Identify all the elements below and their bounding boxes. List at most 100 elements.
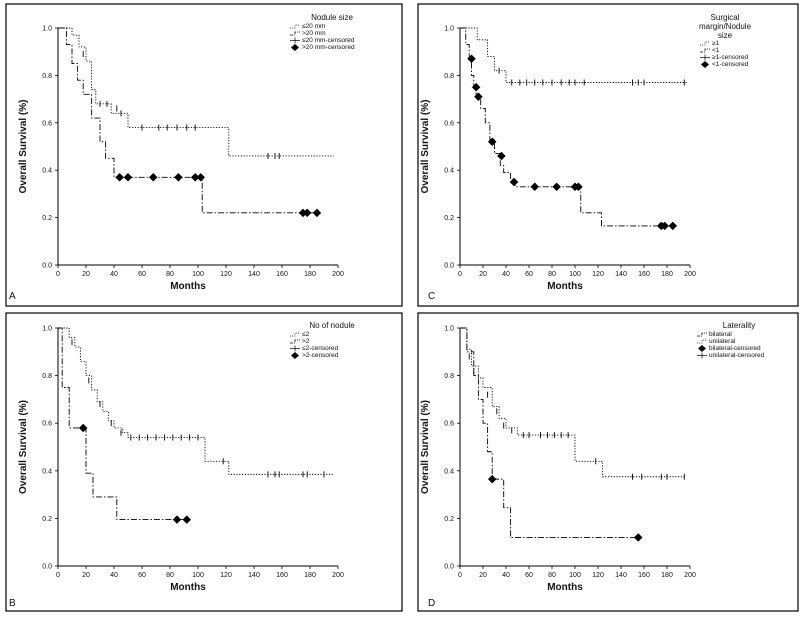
x-tick-label: 20: [479, 271, 487, 278]
x-tick-label: 160: [638, 572, 650, 579]
y-tick-label: 0.0: [42, 263, 52, 270]
x-tick-label: 60: [525, 271, 533, 278]
x-tick-label: 200: [684, 572, 696, 579]
legend-item: <1-censored: [712, 61, 749, 68]
x-tick-label: 180: [661, 572, 673, 579]
x-tick-label: 200: [684, 271, 696, 278]
y-tick-label: 1.0: [444, 26, 454, 33]
legend: Surgicalmargin/Nodulesize≥1<1≥1-censored…: [699, 13, 752, 68]
legend: Nodule size≤20 mm>20 mm≤20 mm-censored>2…: [290, 13, 355, 51]
censored-mark: [172, 515, 182, 524]
x-tick-label: 160: [276, 271, 288, 278]
legend-item: ≤2-censored: [302, 345, 338, 352]
censored-mark: [182, 515, 192, 524]
censored-mark: [660, 221, 670, 231]
legend-swatch: [291, 352, 299, 359]
panel-label: A: [9, 291, 16, 302]
chart-panel-a: 0.0 0.2 0.4 0.6 0.8 1.0 0 20 40 60 80 100 120 140 160 1…: [5, 3, 403, 307]
censored-mark: [530, 182, 540, 192]
x-tick-label: 100: [569, 271, 581, 278]
legend-swatch: [701, 61, 709, 68]
x-tick-label: 80: [166, 572, 174, 579]
censored-mark: [174, 172, 183, 182]
legend-item: ≥1: [712, 40, 720, 47]
censored-mark: [574, 182, 583, 192]
x-tick-label: 140: [615, 572, 627, 579]
legend-item: >2: [302, 338, 310, 345]
legend-title: Nodule size: [311, 13, 353, 22]
y-axis-title: Overall Survival (%): [420, 100, 431, 194]
survival-curve: [58, 327, 187, 521]
legend-title: No of nodule: [309, 321, 355, 330]
censored-mark: [668, 221, 678, 231]
x-tick-label: 60: [138, 271, 146, 278]
chart-panel-b: 0.0 0.2 0.4 0.6 0.8 1.0 0 20 40 60 80 100 120 140 160 1…: [5, 312, 403, 612]
legend-swatch: [697, 332, 707, 337]
x-tick-label: 200: [332, 572, 344, 579]
censored-mark: [471, 82, 481, 92]
series-dotted: [460, 27, 687, 86]
legend-swatch: [290, 339, 300, 344]
x-axis-title: Months: [170, 281, 206, 292]
x-tick-label: 180: [661, 271, 673, 278]
y-tick-label: 0.6: [42, 421, 52, 428]
x-tick-label: 60: [525, 572, 533, 579]
legend-title: Laterality: [723, 321, 755, 330]
legend-title-line: size: [718, 31, 733, 40]
panel-frame: [417, 3, 799, 307]
legend-item: ≤20 mm-censored: [302, 37, 355, 44]
censored-mark: [467, 54, 476, 64]
series-dotted: [58, 327, 334, 478]
legend-item: ≥1-censored: [712, 54, 748, 61]
legend-swatch: [290, 332, 300, 337]
x-axis-title: Months: [547, 281, 583, 292]
x-tick-label: 120: [220, 271, 232, 278]
legend-title-line: Surgical: [711, 13, 740, 22]
panel-label: C: [428, 291, 435, 302]
y-tick-label: 0.8: [444, 373, 454, 380]
censored-mark: [474, 92, 483, 102]
censored-mark: [78, 423, 88, 433]
y-tick-label: 0.4: [444, 468, 454, 475]
censored-mark: [312, 208, 322, 218]
y-tick-label: 0.4: [42, 168, 52, 175]
x-tick-label: 100: [192, 572, 204, 579]
y-tick-label: 0.6: [444, 120, 454, 127]
x-tick-label: 20: [479, 572, 487, 579]
survival-curve: [58, 27, 317, 214]
legend-swatch: [291, 44, 299, 51]
x-tick-label: 40: [110, 572, 118, 579]
x-tick-label: 160: [638, 271, 650, 278]
legend-swatch: [290, 31, 300, 36]
y-tick-label: 0.0: [444, 263, 454, 270]
x-tick-label: 100: [569, 572, 581, 579]
legend-item: bilateral: [709, 331, 732, 338]
x-tick-label: 0: [458, 572, 462, 579]
legend-item: ≤20 mm: [302, 23, 325, 30]
y-tick-label: 0.0: [42, 564, 52, 571]
censored-mark: [123, 172, 133, 182]
series-dashdot: [460, 327, 643, 542]
y-tick-label: 0.8: [42, 373, 52, 380]
survival-curve: [58, 327, 334, 475]
x-tick-label: 80: [548, 572, 556, 579]
panel-frame: [5, 312, 403, 612]
y-tick-label: 1.0: [42, 326, 52, 333]
panel-frame: [417, 312, 799, 612]
censored-mark: [552, 182, 561, 192]
censored-mark: [148, 172, 158, 182]
x-axis-title: Months: [170, 582, 206, 593]
x-tick-label: 140: [615, 271, 627, 278]
survival-curve: [460, 327, 639, 538]
censored-mark: [497, 151, 506, 161]
x-tick-label: 40: [502, 572, 510, 579]
censored-mark: [196, 172, 206, 182]
y-tick-label: 0.2: [42, 215, 52, 222]
censored-mark: [509, 177, 519, 187]
series-dotted: [460, 327, 687, 480]
y-tick-label: 1.0: [444, 326, 454, 333]
y-tick-label: 0.6: [444, 421, 454, 428]
x-tick-label: 120: [592, 572, 604, 579]
legend-item: >20 mm-censored: [302, 44, 355, 51]
